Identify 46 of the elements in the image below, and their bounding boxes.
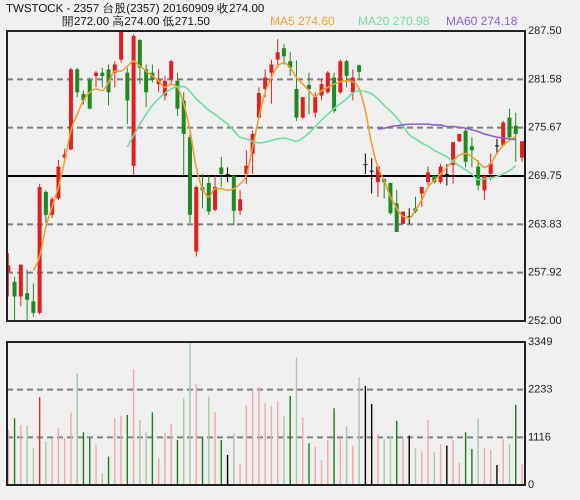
candlestick — [269, 59, 274, 104]
candlestick — [482, 175, 486, 201]
y-tick-label: 1116 — [528, 431, 551, 444]
candlestick — [31, 282, 36, 318]
candlestick — [344, 59, 349, 88]
line-series — [32, 60, 517, 272]
candlestick — [300, 96, 305, 120]
y-tick-label: 0 — [528, 478, 534, 491]
candlestick — [44, 190, 48, 224]
y-tick-label: 281.58 — [528, 73, 562, 86]
candlestick — [514, 112, 518, 162]
text: MA5 274.60 — [270, 14, 336, 28]
chart-title: TWSTOCK - 2357 台股(2357) 20160909 收274.00 — [6, 2, 264, 15]
candlestick — [100, 67, 104, 88]
candlestick — [75, 67, 80, 98]
y-tick-label: 252.00 — [528, 314, 562, 327]
candlestick — [12, 276, 17, 322]
y-tick-label: 2233 — [528, 384, 552, 396]
candlestick — [494, 138, 499, 154]
candlestick — [238, 190, 242, 216]
candlestick — [357, 64, 362, 80]
chart-subtitle: 開272.00 高274.00 低271.50 — [62, 14, 210, 28]
y-tick-label: 257.92 — [528, 266, 562, 279]
candlestick — [520, 140, 524, 162]
y-tick-label: 275.67 — [528, 122, 562, 134]
candlestick — [263, 68, 268, 98]
y-tick-label: 3349 — [528, 336, 552, 348]
candlestick — [94, 70, 98, 88]
candlestick — [470, 136, 474, 168]
y-tick-label: 287.50 — [528, 24, 562, 37]
candlestick — [169, 59, 174, 85]
candlestick — [313, 92, 318, 118]
candlestick — [476, 160, 480, 191]
candlestick — [213, 175, 218, 212]
candlestick — [282, 44, 286, 65]
candlestick — [276, 38, 280, 68]
candlestick — [144, 64, 148, 108]
candlestick — [25, 269, 30, 322]
candlestick — [426, 166, 430, 186]
candlestick — [219, 156, 224, 188]
candlestick — [507, 108, 512, 141]
y-tick-label: 263.83 — [528, 218, 562, 230]
text: MA20 270.98 — [358, 14, 430, 28]
candlestick — [420, 186, 424, 208]
y-tick-label: 269.75 — [528, 170, 562, 182]
text: MA60 274.18 — [446, 14, 518, 28]
